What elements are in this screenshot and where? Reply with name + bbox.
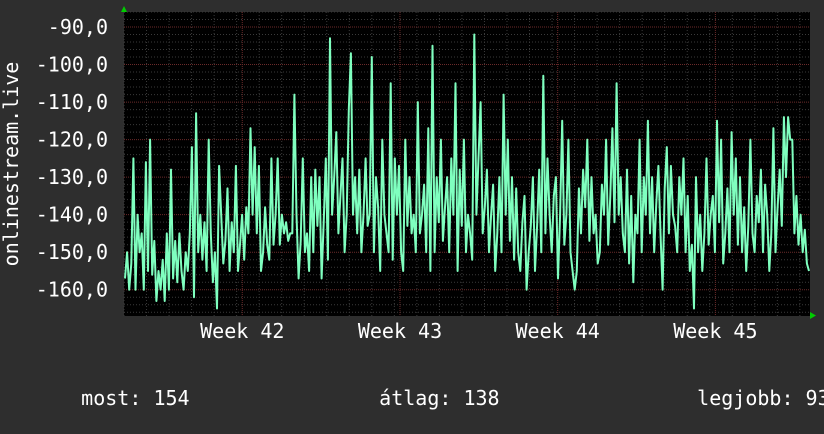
now-value: 154	[153, 386, 190, 410]
x-tick-label: Week 45	[673, 319, 757, 343]
footer-best: legjobb: 93	[649, 362, 824, 434]
y-tick-label: -120,0	[36, 128, 108, 152]
y-tick-label: -90,0	[48, 15, 108, 39]
y-axis-label: onlinestream.live	[0, 62, 23, 267]
x-axis-arrow-icon	[810, 312, 816, 319]
y-tick-label: -100,0	[36, 53, 108, 77]
footer-average: átlag: 138	[331, 362, 500, 434]
y-tick-label: -160,0	[36, 278, 108, 302]
series-group	[124, 33, 810, 310]
y-tick-label: -150,0	[36, 240, 108, 264]
x-tick-label: Week 44	[516, 319, 600, 343]
x-tick-label: Week 43	[358, 319, 442, 343]
series-line	[124, 33, 810, 310]
y-axis-arrow-icon	[121, 6, 127, 12]
x-tick-label: Week 42	[200, 319, 284, 343]
y-tick-label: -130,0	[36, 165, 108, 189]
y-tick-label: -140,0	[36, 203, 108, 227]
best-label: legjobb:	[697, 386, 794, 410]
y-tick-label: -110,0	[36, 90, 108, 114]
y-tick-labels: -90,0 -100,0 -110,0 -120,0 -130,0 -140,0 -150,…	[36, 15, 108, 302]
average-label: átlag:	[379, 386, 452, 410]
best-value: 93	[805, 386, 824, 410]
line-chart: -90,0 -100,0 -110,0 -120,0 -130,0 -140,0 -150,…	[0, 6, 816, 343]
x-tick-labels: Week 42 Week 43 Week 44 Week 45	[200, 319, 757, 343]
now-label: most:	[81, 386, 142, 410]
average-value: 138	[463, 386, 500, 410]
footer-now: most: 154	[33, 362, 190, 434]
minor-grid	[123, 11, 810, 316]
chart-container: -90,0 -100,0 -110,0 -120,0 -130,0 -140,0 -150,…	[0, 6, 824, 410]
